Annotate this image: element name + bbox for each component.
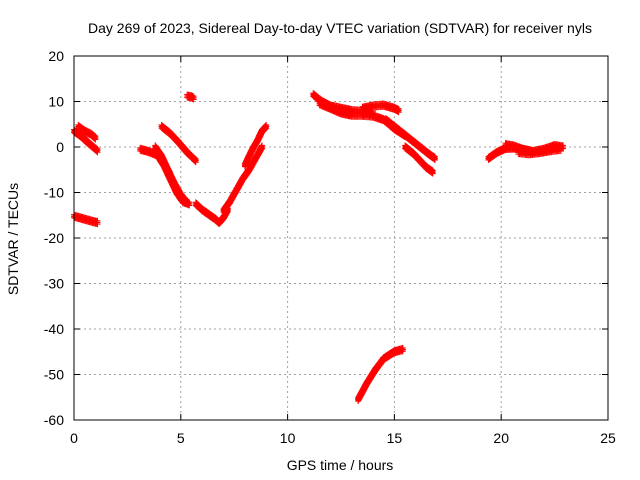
x-tick-label: 5: [177, 430, 185, 446]
series-arc: [382, 115, 438, 163]
y-tick-label: 0: [56, 139, 64, 155]
series-arc: [220, 142, 265, 216]
data-layer: [71, 90, 567, 405]
series-arc: [158, 121, 199, 166]
x-axis-label: GPS time / hours: [287, 457, 394, 473]
y-tick-label: -40: [44, 321, 64, 337]
series-arc: [355, 344, 406, 405]
series-arc: [359, 100, 402, 116]
data-point-markers: [402, 142, 436, 177]
y-tick-label: -20: [44, 230, 64, 246]
data-point-markers: [515, 144, 564, 159]
y-axis-label: SDTVAR / TECUs: [5, 183, 21, 295]
ticks: 0 5 10 15 20 25 -60 -50 -40 -30 -20 -10 0 10 20: [44, 48, 616, 446]
y-tick-label: -30: [44, 276, 64, 292]
data-point-markers: [158, 121, 199, 166]
data-point-markers: [75, 121, 99, 143]
x-tick-label: 0: [70, 430, 78, 446]
x-tick-label: 25: [600, 430, 616, 446]
y-tick-label: 20: [48, 48, 64, 64]
data-point-markers: [184, 91, 197, 103]
series-arc: [71, 211, 101, 228]
data-point-markers: [359, 100, 402, 116]
y-tick-label: -50: [44, 367, 64, 383]
data-point-markers: [382, 115, 438, 163]
data-point-markers: [71, 211, 101, 228]
data-point-markers: [241, 121, 270, 170]
data-point-markers: [192, 199, 231, 228]
series-arc: [152, 142, 191, 208]
data-point-markers: [220, 142, 265, 216]
series-arc: [75, 121, 99, 143]
data-point-markers: [152, 142, 191, 208]
x-tick-label: 15: [387, 430, 403, 446]
series-arc: [192, 199, 231, 228]
x-tick-label: 20: [493, 430, 509, 446]
series-arc: [184, 91, 197, 103]
series-arc: [241, 121, 270, 170]
series-arc: [402, 142, 436, 177]
data-point-markers: [355, 344, 406, 405]
x-tick-label: 10: [280, 430, 296, 446]
y-tick-label: -60: [44, 412, 64, 428]
y-tick-label: 10: [48, 94, 64, 110]
series-arc: [515, 144, 564, 159]
y-tick-label: -10: [44, 185, 64, 201]
chart-title: Day 269 of 2023, Sidereal Day-to-day VTE…: [88, 20, 592, 36]
